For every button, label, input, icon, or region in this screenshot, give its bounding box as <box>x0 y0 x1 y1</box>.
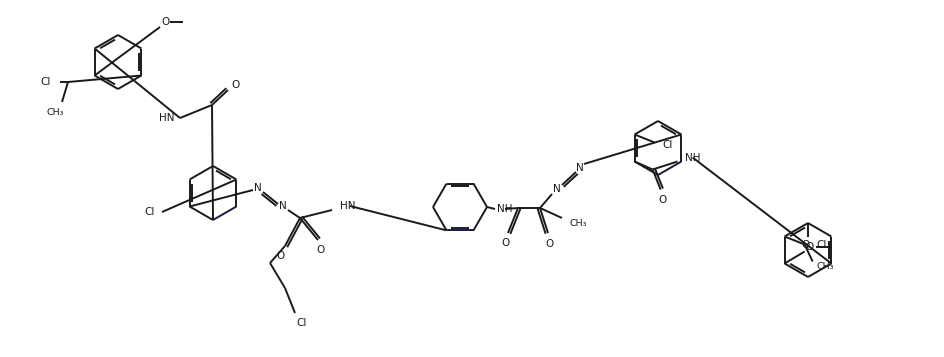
Text: O: O <box>501 238 509 248</box>
Text: Cl: Cl <box>41 77 51 87</box>
Text: N: N <box>576 163 584 173</box>
Text: NH: NH <box>497 204 513 214</box>
Text: N: N <box>279 201 287 211</box>
Text: Cl: Cl <box>663 140 673 150</box>
Text: CH₃: CH₃ <box>46 107 64 116</box>
Text: O: O <box>231 80 239 90</box>
Text: Cl: Cl <box>817 240 827 250</box>
Text: CH₃: CH₃ <box>570 218 587 227</box>
Text: Cl: Cl <box>144 207 155 217</box>
Text: O: O <box>276 251 284 261</box>
Text: O: O <box>659 195 666 205</box>
Text: N: N <box>254 183 261 193</box>
Text: N: N <box>553 184 561 194</box>
Text: HN: HN <box>340 201 356 211</box>
Text: O: O <box>316 245 324 255</box>
Text: HN: HN <box>159 113 174 123</box>
Text: O: O <box>801 240 809 250</box>
Text: NH: NH <box>684 152 700 162</box>
Text: O: O <box>546 239 554 249</box>
Text: O: O <box>805 241 814 251</box>
Text: Cl: Cl <box>296 318 307 328</box>
Text: O: O <box>160 17 169 27</box>
Text: CH₃: CH₃ <box>817 262 834 271</box>
